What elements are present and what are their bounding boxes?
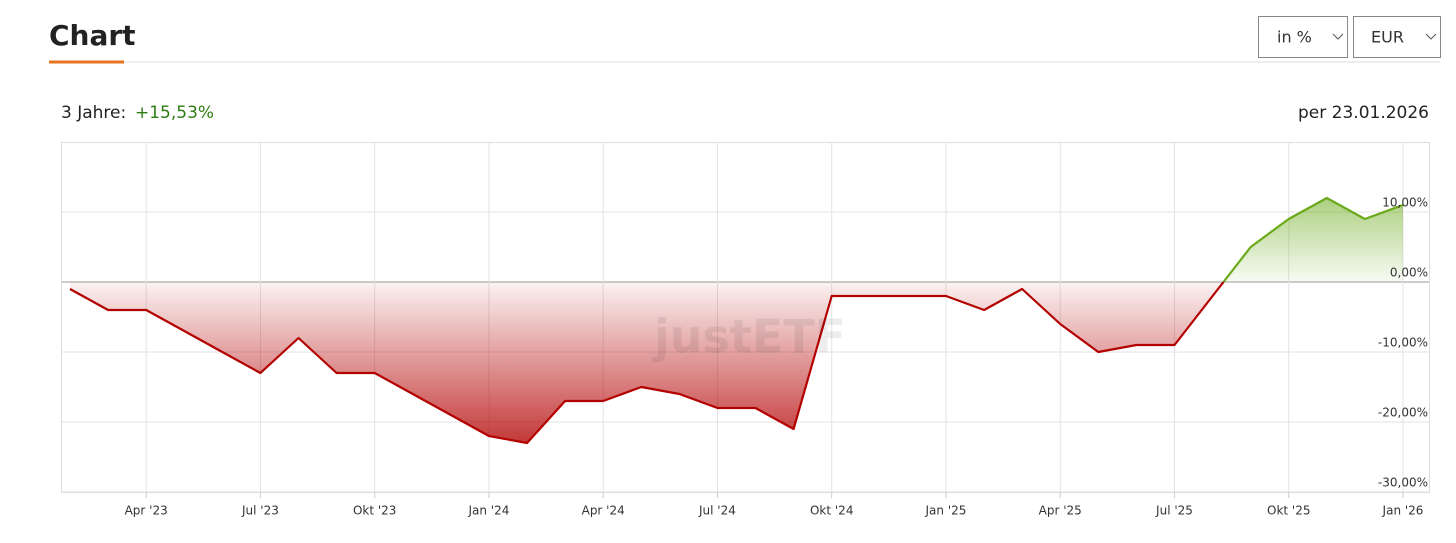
y-tick-label: -10,00% <box>1378 336 1428 350</box>
y-tick-label: 0,00% <box>1390 266 1428 280</box>
x-tick-label: Okt '23 <box>353 504 396 518</box>
series-line <box>69 196 1404 445</box>
dropdown-value[interactable]: EUR <box>1371 28 1404 47</box>
x-tick-label: Jan '26 <box>1382 504 1424 518</box>
x-tick-label: Okt '25 <box>1267 504 1310 518</box>
dropdown-box[interactable] <box>1353 16 1441 58</box>
y-tick-label: -20,00% <box>1378 406 1428 420</box>
x-tick-label: Jul '23 <box>241 504 279 518</box>
currency-dropdown[interactable]: EUR <box>1353 16 1441 58</box>
x-tick-label: Apr '23 <box>125 504 168 518</box>
plot-frame <box>61 142 1430 493</box>
watermark: justETF <box>652 310 846 364</box>
series-area <box>70 198 1403 443</box>
x-tick-label: Apr '25 <box>1039 504 1082 518</box>
dropdown-caret[interactable] <box>1332 33 1344 40</box>
x-tick-label: Jan '25 <box>925 504 967 518</box>
dropdown-box[interactable] <box>1258 16 1348 58</box>
x-tick-label: Jul '25 <box>1155 504 1193 518</box>
y-tick-label: -30,00% <box>1378 476 1428 490</box>
x-tick-label: Jan '24 <box>467 504 509 518</box>
y-tick-label: 10,00% <box>1382 196 1428 210</box>
x-tick-label: Okt '24 <box>810 504 853 518</box>
period-return: +15,53% <box>135 103 214 123</box>
x-tick-label: Apr '24 <box>582 504 625 518</box>
unit-dropdown[interactable]: in % <box>1258 16 1348 58</box>
period-label: 3 Jahre: <box>61 103 126 123</box>
section-title: Chart <box>49 19 136 52</box>
as-of-date: per 23.01.2026 <box>1298 103 1429 123</box>
dropdown-value[interactable]: in % <box>1277 28 1312 47</box>
dropdown-caret[interactable] <box>1425 33 1437 40</box>
x-tick-label: Jul '24 <box>698 504 736 518</box>
